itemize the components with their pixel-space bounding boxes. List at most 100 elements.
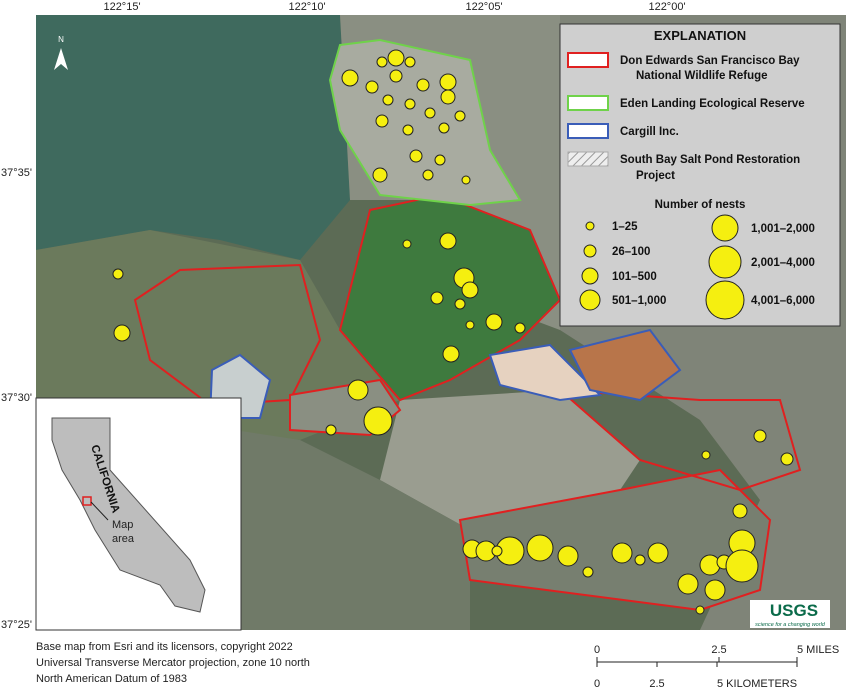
mudflat bbox=[380, 390, 640, 530]
nest-site bbox=[382, 94, 394, 106]
longitude-label: 122°05' bbox=[465, 1, 502, 13]
legend-circle bbox=[583, 244, 597, 258]
legend-circle bbox=[711, 214, 739, 242]
legend-title: EXPLANATION bbox=[654, 28, 746, 43]
legend-class-label: 4,001–6,000 bbox=[751, 295, 815, 307]
legend-label: South Bay Salt Pond Restoration bbox=[620, 154, 800, 166]
legend-circle bbox=[708, 245, 742, 279]
nest-site bbox=[647, 542, 669, 564]
nest-site bbox=[438, 122, 450, 134]
nest-site bbox=[780, 452, 794, 466]
legend-label: National Wildlife Refuge bbox=[636, 70, 768, 82]
scale-label: 5 MILES bbox=[797, 644, 839, 656]
nest-site bbox=[514, 322, 526, 334]
legend-class-label: 1–25 bbox=[612, 221, 638, 233]
nest-site bbox=[699, 554, 721, 576]
nest-site bbox=[424, 107, 436, 119]
legend-swatch bbox=[567, 123, 609, 139]
scale-label: 2.5 bbox=[711, 644, 726, 656]
nest-site bbox=[409, 149, 423, 163]
legend-class-label: 1,001–2,000 bbox=[751, 223, 815, 235]
nest-site bbox=[439, 73, 457, 91]
nest-site bbox=[375, 114, 389, 128]
nest-site bbox=[440, 89, 456, 105]
credit-line: Base map from Esri and its licensors, co… bbox=[36, 641, 293, 653]
nest-site bbox=[753, 429, 767, 443]
legend-circles: 1–25 26–100 101–500 501–1,000 1,001–2,000 2,0… bbox=[579, 214, 815, 320]
refuge-area bbox=[557, 388, 802, 492]
nest-site bbox=[557, 545, 579, 567]
nest-site bbox=[372, 167, 388, 183]
nest-site bbox=[461, 281, 479, 299]
longitude-label: 122°10' bbox=[288, 1, 325, 13]
nest-sites bbox=[112, 49, 794, 615]
legend-label: Eden Landing Ecological Reserve bbox=[620, 98, 805, 110]
legend-swatch bbox=[567, 151, 609, 167]
nest-site bbox=[634, 554, 646, 566]
legend-subtitle: Number of nests bbox=[655, 199, 746, 211]
longitude-label: 122°15' bbox=[103, 1, 140, 13]
legend-circle bbox=[579, 289, 601, 311]
nest-site bbox=[341, 69, 359, 87]
eden-landing bbox=[328, 38, 522, 207]
nest-site bbox=[704, 579, 726, 601]
legend-label: Project bbox=[636, 170, 675, 182]
scale-label: 0 bbox=[594, 678, 600, 690]
nest-site bbox=[404, 98, 416, 110]
scale-label: 5 KILOMETERS bbox=[717, 678, 797, 690]
credit-line: Universal Transverse Mercator projection… bbox=[36, 657, 310, 669]
nest-site bbox=[434, 154, 446, 166]
nest-site bbox=[695, 605, 705, 615]
nest-site bbox=[402, 239, 412, 249]
nest-site bbox=[325, 424, 337, 436]
legend-class-label: 501–1,000 bbox=[612, 295, 666, 307]
california-shape bbox=[51, 417, 206, 613]
north-arrow bbox=[54, 48, 68, 70]
nest-site bbox=[376, 56, 388, 68]
legend-class-label: 101–500 bbox=[612, 271, 657, 283]
nest-site bbox=[725, 549, 759, 583]
latitude-label: 37°35' bbox=[1, 167, 32, 179]
logo-tagline: science for a changing world bbox=[755, 622, 826, 628]
nest-site bbox=[485, 313, 503, 331]
nest-site bbox=[113, 324, 131, 342]
cargill bbox=[568, 328, 682, 402]
refuge-area bbox=[133, 263, 322, 407]
longitude-label: 122°00' bbox=[648, 1, 685, 13]
nest-site bbox=[402, 124, 414, 136]
nest-site bbox=[465, 320, 475, 330]
nest-site bbox=[611, 542, 633, 564]
logo-name: USGS bbox=[770, 601, 818, 620]
nest-site bbox=[404, 56, 416, 68]
nest-site bbox=[677, 573, 699, 595]
legend-swatch bbox=[567, 52, 609, 68]
legend-circle bbox=[705, 280, 745, 320]
north-label: N bbox=[58, 35, 64, 44]
nest-site bbox=[454, 110, 466, 122]
nest-site bbox=[430, 291, 444, 305]
nest-site bbox=[454, 298, 466, 310]
shore bbox=[36, 230, 400, 440]
legend-class-label: 26–100 bbox=[612, 246, 650, 258]
nest-site bbox=[732, 503, 748, 519]
latitude-label: 37°25' bbox=[1, 619, 32, 631]
nest-site bbox=[526, 534, 554, 562]
nest-site bbox=[582, 566, 594, 578]
nest-site bbox=[365, 80, 379, 94]
latitude-label: 37°30' bbox=[1, 392, 32, 404]
nest-site bbox=[416, 78, 430, 92]
legend-swatch bbox=[567, 95, 609, 111]
legend-circle bbox=[585, 221, 595, 231]
nest-site bbox=[422, 169, 434, 181]
inset-label: area bbox=[112, 533, 135, 545]
nest-site bbox=[347, 379, 369, 401]
credit-line: North American Datum of 1983 bbox=[36, 673, 187, 685]
nest-site bbox=[701, 450, 711, 460]
logo-box bbox=[750, 600, 830, 628]
scale-label: 2.5 bbox=[649, 678, 664, 690]
scale-label: 0 bbox=[594, 644, 600, 656]
legend-label: Don Edwards San Francisco Bay bbox=[620, 55, 800, 67]
nest-site bbox=[389, 69, 403, 83]
nest-site bbox=[442, 345, 460, 363]
